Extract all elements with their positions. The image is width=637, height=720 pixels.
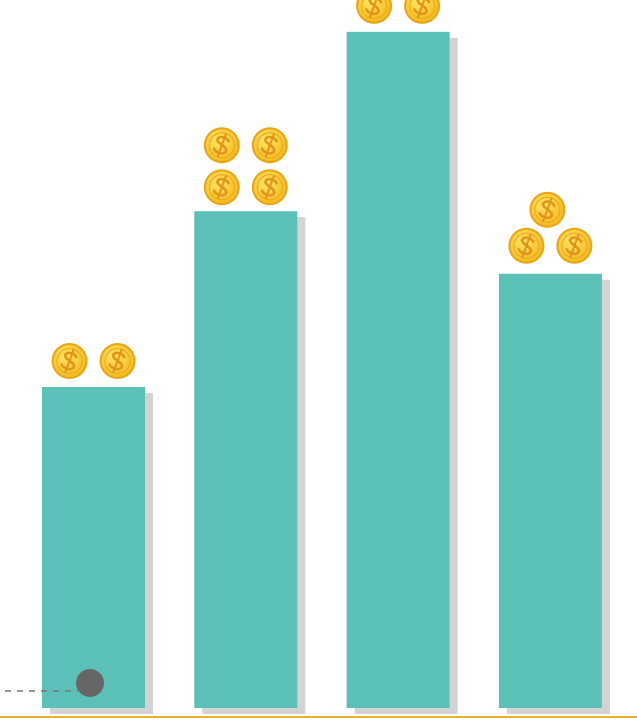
bar-3 bbox=[346, 31, 450, 709]
dollar-coin-icon bbox=[529, 191, 566, 228]
bars bbox=[42, 31, 602, 709]
dollar-coin-icon bbox=[203, 169, 240, 206]
bar-4 bbox=[498, 273, 602, 708]
dollar-coin-icon bbox=[556, 227, 593, 264]
coin-stack-1 bbox=[51, 343, 136, 380]
dollar-coin-icon bbox=[404, 0, 441, 24]
slider-handle-icon[interactable] bbox=[76, 669, 104, 697]
dollar-coin-icon bbox=[51, 343, 88, 380]
dollar-coin-icon bbox=[203, 127, 240, 164]
dollar-coin-icon bbox=[356, 0, 393, 24]
dollar-coin-icon bbox=[508, 227, 545, 264]
bar-2 bbox=[194, 211, 298, 708]
coin-stack-4 bbox=[508, 191, 593, 264]
coin-stack-2 bbox=[203, 127, 288, 206]
dollar-coin-icon bbox=[251, 127, 288, 164]
dollar-coin-icon bbox=[251, 169, 288, 206]
bar-1 bbox=[42, 387, 145, 708]
dollar-coin-icon bbox=[99, 343, 136, 380]
coin-stacks bbox=[51, 0, 593, 380]
coin-stack-3 bbox=[356, 0, 441, 24]
